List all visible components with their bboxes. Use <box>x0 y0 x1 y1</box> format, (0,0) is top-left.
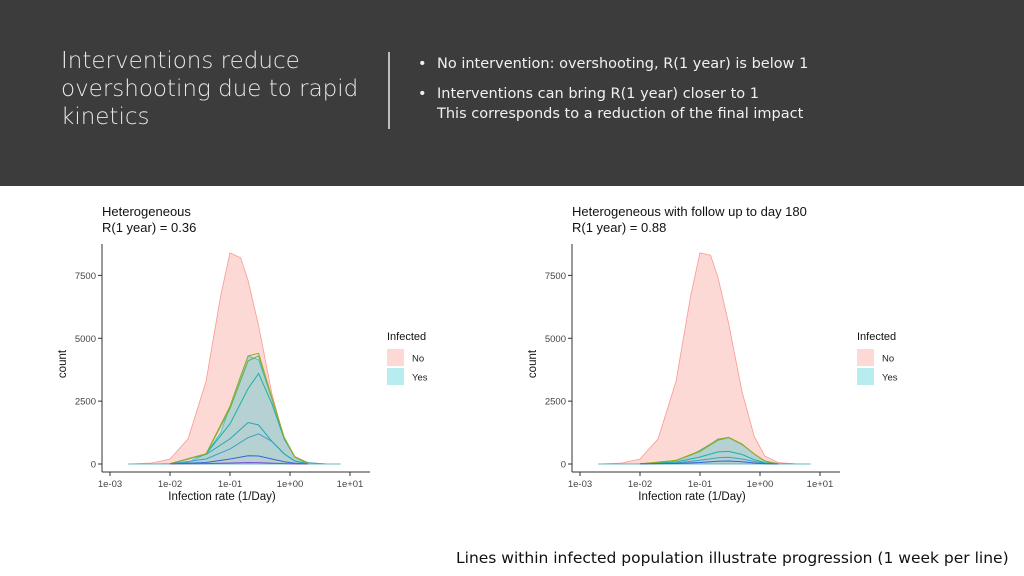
progression-line <box>639 456 779 465</box>
legend-swatch-no <box>857 349 874 366</box>
x-tick-label: 1e+01 <box>337 479 364 490</box>
legend-label-yes: Yes <box>412 373 428 384</box>
chart-title: Heterogeneous <box>102 204 191 219</box>
legend-swatch-yes <box>387 368 404 385</box>
y-tick-label: 5000 <box>545 334 566 345</box>
progression-line <box>169 352 309 465</box>
bullet-item: • No intervention: overshooting, R(1 yea… <box>418 54 998 74</box>
y-tick-label: 2500 <box>545 397 566 408</box>
bullet-dot-icon: • <box>418 86 427 102</box>
slide-title: Interventions reduce overshooting due to… <box>61 48 359 130</box>
progression-line <box>169 455 309 465</box>
progression-line <box>639 460 779 465</box>
progression-line <box>169 421 309 465</box>
area-no <box>598 252 811 465</box>
bullet-text: Interventions can bring R(1 year) closer… <box>437 86 760 102</box>
y-tick-label: 7500 <box>545 271 566 282</box>
bullet-item: • Interventions can bring R(1 year) clos… <box>418 84 998 124</box>
x-axis-label: Infection rate (1/Day) <box>168 491 276 503</box>
y-tick-label: 7500 <box>75 271 96 282</box>
chart-subtitle: R(1 year) = 0.36 <box>102 220 196 235</box>
chart-heterogeneous-followup: Heterogeneous with follow up to day 180R… <box>527 204 898 503</box>
progression-line <box>639 450 779 465</box>
bullet-text: This corresponds to a reduction of the f… <box>437 106 804 122</box>
legend-label-no: No <box>412 354 424 365</box>
bullet-text: No intervention: overshooting, R(1 year)… <box>437 56 809 72</box>
legend-label-yes: Yes <box>882 373 898 384</box>
y-tick-label: 0 <box>561 460 566 471</box>
y-axis-label: count <box>527 349 539 378</box>
y-tick-label: 5000 <box>75 334 96 345</box>
slide-header <box>0 0 1024 186</box>
x-tick-label: 1e+00 <box>277 479 304 490</box>
x-tick-label: 1e-02 <box>628 479 652 490</box>
legend-title: Infected <box>387 331 426 343</box>
x-tick-label: 1e-03 <box>98 479 122 490</box>
x-tick-label: 1e+00 <box>747 479 774 490</box>
progression-line <box>169 461 309 465</box>
legend-label-no: No <box>882 354 894 365</box>
legend-swatch-no <box>387 349 404 366</box>
x-axis-label: Infection rate (1/Day) <box>638 491 746 503</box>
legend-swatch-yes <box>857 368 874 385</box>
x-tick-label: 1e+01 <box>807 479 834 490</box>
title-divider <box>388 52 390 129</box>
bullet-dot-icon: • <box>418 56 427 72</box>
x-tick-label: 1e-01 <box>688 479 712 490</box>
legend-title: Infected <box>857 331 896 343</box>
y-axis-label: count <box>57 349 69 378</box>
chart-subtitle: R(1 year) = 0.88 <box>572 220 666 235</box>
bullet-list: • No intervention: overshooting, R(1 yea… <box>418 54 998 134</box>
progression-line <box>639 436 779 465</box>
chart-title: Heterogeneous with follow up to day 180 <box>572 204 807 219</box>
y-tick-label: 0 <box>91 460 96 471</box>
caption: Lines within infected population illustr… <box>456 549 1009 567</box>
x-tick-label: 1e-03 <box>568 479 592 490</box>
x-tick-label: 1e-01 <box>218 479 242 490</box>
y-tick-label: 2500 <box>75 397 96 408</box>
x-tick-label: 1e-02 <box>158 479 182 490</box>
